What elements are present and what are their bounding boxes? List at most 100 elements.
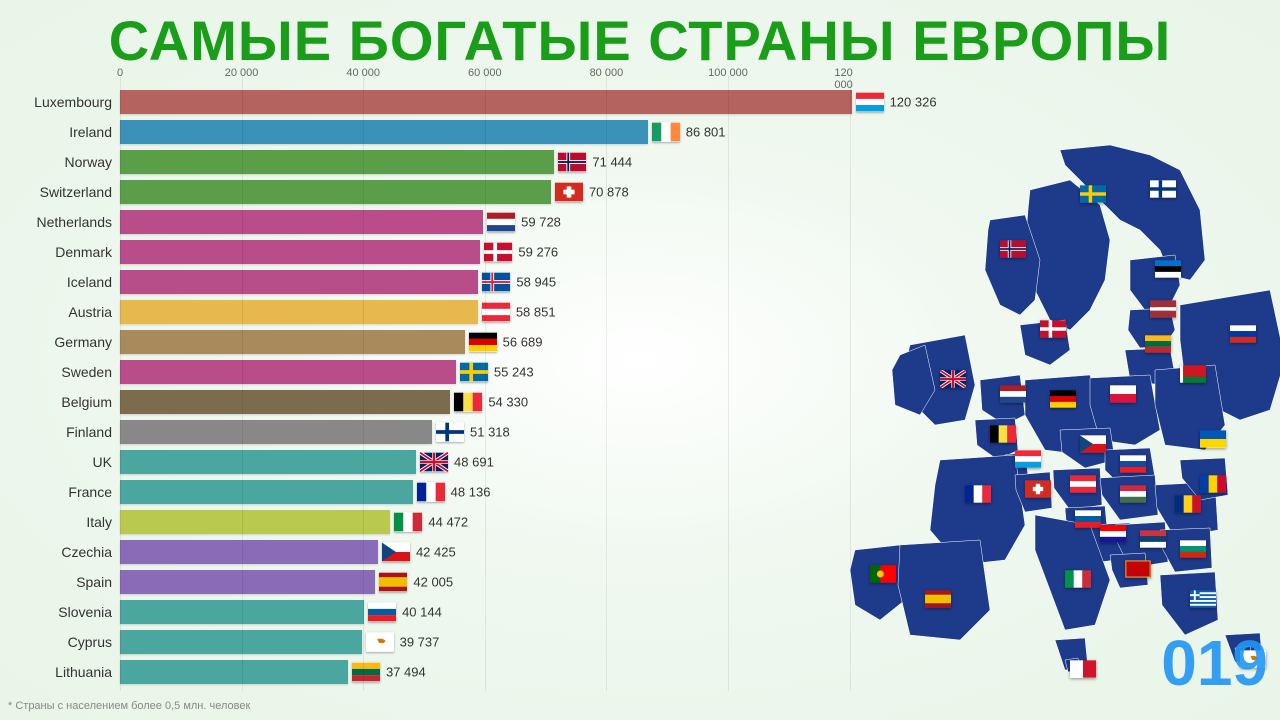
fr-map-flag-icon [965, 485, 991, 503]
fr-flag-icon [417, 482, 445, 502]
bar-row: Netherlands59 728 [120, 207, 880, 237]
country-label: Ireland [0, 124, 112, 140]
country-label: Finland [0, 424, 112, 440]
bar-value: 58 945 [516, 275, 556, 290]
bar-value: 39 737 [400, 635, 440, 650]
bar-value: 70 878 [589, 185, 629, 200]
bar [120, 210, 483, 234]
bar-row: UK48 691 [120, 447, 880, 477]
bar [120, 150, 554, 174]
no-flag-icon [558, 152, 586, 172]
es-map-flag-icon [925, 590, 951, 608]
bar [120, 480, 413, 504]
si-flag-icon [368, 602, 396, 622]
gridline [728, 75, 729, 691]
bar-row: Slovenia40 144 [120, 597, 880, 627]
pt-map-flag-icon [870, 565, 896, 583]
bar-value: 51 318 [470, 425, 510, 440]
it-map-flag-icon [1065, 570, 1091, 588]
pl-map-flag-icon [1110, 385, 1136, 403]
bar [120, 270, 478, 294]
country-label: Netherlands [0, 214, 112, 230]
bar-row: Belgium54 330 [120, 387, 880, 417]
bar-row: Luxembourg120 326 [120, 87, 880, 117]
md-map-flag-icon [1200, 475, 1226, 493]
lt-flag-icon [352, 662, 380, 682]
bar-value: 54 330 [488, 395, 528, 410]
gridline [242, 75, 243, 691]
bar-row: Switzerland70 878 [120, 177, 880, 207]
bar [120, 240, 480, 264]
ru-map-flag-icon [1230, 325, 1256, 343]
cy-flag-icon [366, 632, 394, 652]
se-flag-icon [460, 362, 488, 382]
cz-map-flag-icon [1080, 435, 1106, 453]
bar-row: Iceland58 945 [120, 267, 880, 297]
lu-map-flag-icon [1015, 450, 1041, 468]
bar-value: 48 691 [454, 455, 494, 470]
gridline [606, 75, 607, 691]
cz-flag-icon [382, 542, 410, 562]
country-label: Lithuania [0, 664, 112, 680]
at-map-flag-icon [1070, 475, 1096, 493]
de-map-flag-icon [1050, 390, 1076, 408]
bar [120, 570, 375, 594]
country-label: UK [0, 454, 112, 470]
country-label: Austria [0, 304, 112, 320]
bars-container: Luxembourg120 326Ireland86 801Norway71 4… [120, 87, 880, 687]
nl-flag-icon [487, 212, 515, 232]
bar [120, 450, 416, 474]
ie-flag-icon [652, 122, 680, 142]
bar-value: 56 689 [503, 335, 543, 350]
bar [120, 120, 648, 144]
gridline [120, 75, 121, 691]
rs-map-flag-icon [1140, 530, 1166, 548]
bar-value: 59 276 [518, 245, 558, 260]
country-label: Germany [0, 334, 112, 350]
bar [120, 330, 465, 354]
country-label: Italy [0, 514, 112, 530]
dk-flag-icon [484, 242, 512, 262]
be-flag-icon [454, 392, 482, 412]
x-axis: 020 00040 00060 00080 000100 000120 000 [120, 67, 880, 81]
se-map-flag-icon [1080, 185, 1106, 203]
gridline [485, 75, 486, 691]
is-flag-icon [482, 272, 510, 292]
at-flag-icon [482, 302, 510, 322]
country-label: Iceland [0, 274, 112, 290]
footnote: * Страны с населением более 0,5 млн. чел… [8, 700, 250, 712]
es-flag-icon [379, 572, 407, 592]
ro-map-flag-icon [1175, 495, 1201, 513]
bar-value: 40 144 [402, 605, 442, 620]
bar-value: 58 851 [516, 305, 556, 320]
bar [120, 360, 456, 384]
bar [120, 390, 450, 414]
hr-map-flag-icon [1100, 525, 1126, 543]
europe-map [810, 130, 1280, 690]
bar-row: Finland51 318 [120, 417, 880, 447]
de-flag-icon [469, 332, 497, 352]
gb-map-flag-icon [940, 370, 966, 388]
bar-value: 42 425 [416, 545, 456, 560]
country-label: Czechia [0, 544, 112, 560]
bar-row: Austria58 851 [120, 297, 880, 327]
bar-row: Norway71 444 [120, 147, 880, 177]
bar [120, 420, 432, 444]
bar-value: 44 472 [428, 515, 468, 530]
me-map-flag-icon [1125, 560, 1151, 578]
bar-row: Italy44 472 [120, 507, 880, 537]
bar [120, 510, 390, 534]
ua-map-flag-icon [1200, 430, 1226, 448]
bar-value: 55 243 [494, 365, 534, 380]
dk-map-flag-icon [1040, 320, 1066, 338]
no-map-flag-icon [1000, 240, 1026, 258]
si-map-flag-icon [1075, 510, 1101, 528]
bar-value: 71 444 [592, 155, 632, 170]
bar-row: Ireland86 801 [120, 117, 880, 147]
bar-row: Lithuania37 494 [120, 657, 880, 687]
bar-row: Denmark59 276 [120, 237, 880, 267]
fi-map-flag-icon [1150, 180, 1176, 198]
country-label: Switzerland [0, 184, 112, 200]
country-label: Spain [0, 574, 112, 590]
country-label: Denmark [0, 244, 112, 260]
